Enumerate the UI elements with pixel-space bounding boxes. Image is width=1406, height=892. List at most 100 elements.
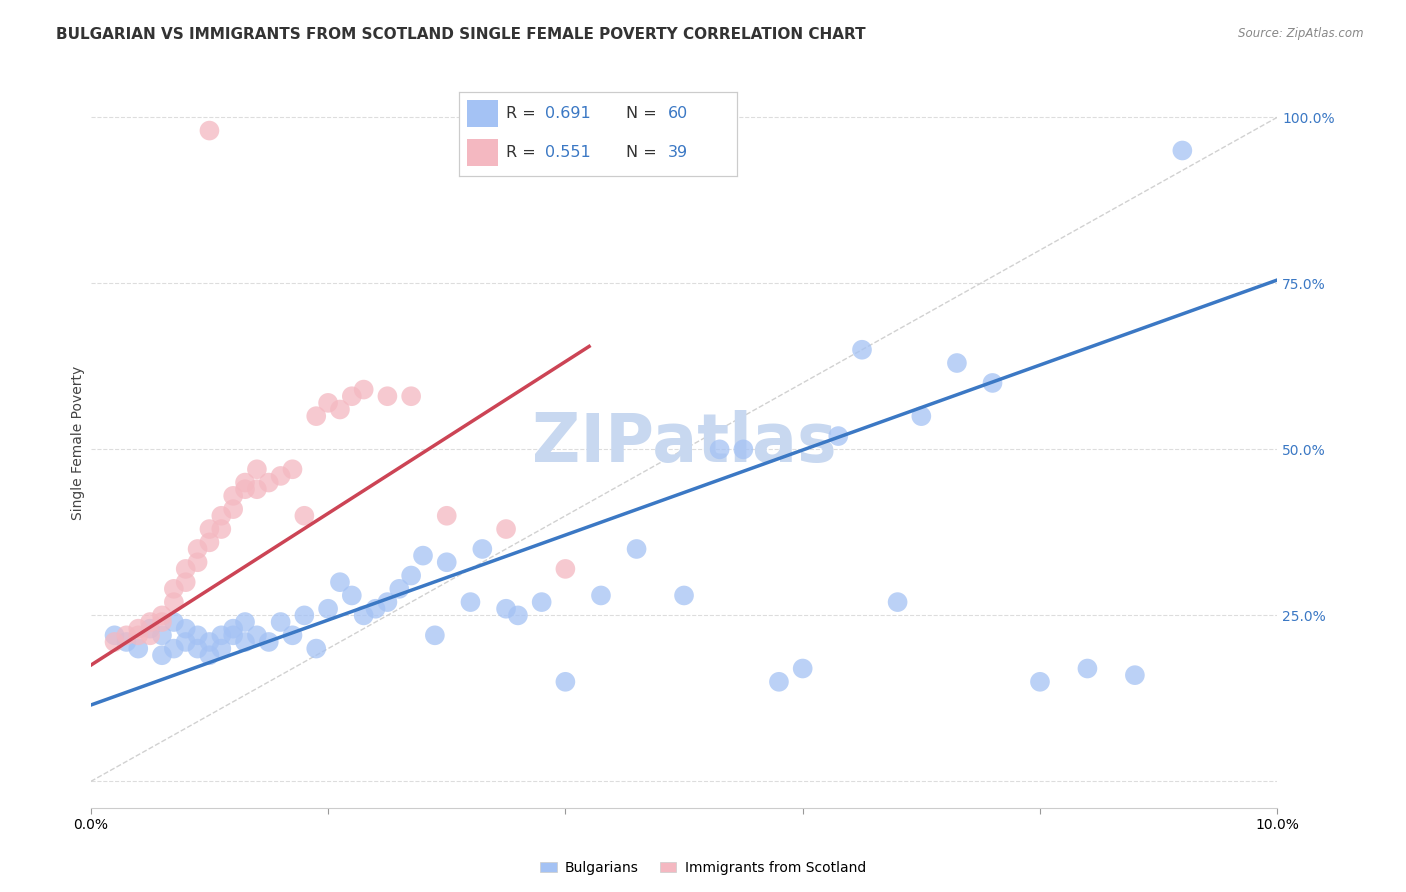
Point — [127, 628, 149, 642]
Point — [506, 608, 529, 623]
Point — [305, 641, 328, 656]
Point — [233, 635, 256, 649]
Point — [187, 541, 209, 556]
Point — [163, 615, 186, 629]
Point — [115, 628, 138, 642]
Point — [233, 482, 256, 496]
Point — [209, 508, 232, 523]
Point — [364, 601, 387, 615]
Point — [554, 674, 576, 689]
Point — [103, 628, 125, 642]
Point — [270, 615, 292, 629]
Point — [257, 475, 280, 490]
Point — [981, 376, 1004, 390]
Point — [329, 575, 352, 590]
Point — [198, 648, 221, 663]
Point — [377, 389, 399, 403]
Point — [399, 389, 422, 403]
Text: Source: ZipAtlas.com: Source: ZipAtlas.com — [1239, 27, 1364, 40]
Point — [127, 641, 149, 656]
Point — [281, 628, 304, 642]
Point — [187, 628, 209, 642]
Point — [187, 641, 209, 656]
Point — [827, 429, 849, 443]
Point — [709, 442, 731, 457]
Point — [340, 589, 363, 603]
Point — [163, 582, 186, 596]
Point — [1123, 668, 1146, 682]
Point — [198, 522, 221, 536]
Point — [233, 615, 256, 629]
Text: ZIPatlas: ZIPatlas — [531, 409, 837, 475]
Point — [471, 541, 494, 556]
Point — [222, 628, 245, 642]
Point — [174, 575, 197, 590]
Point — [222, 489, 245, 503]
Point — [150, 648, 173, 663]
Point — [115, 635, 138, 649]
Point — [388, 582, 411, 596]
Y-axis label: Single Female Poverty: Single Female Poverty — [72, 366, 86, 520]
Point — [246, 482, 269, 496]
Point — [150, 615, 173, 629]
Point — [495, 601, 517, 615]
Point — [436, 555, 458, 569]
Legend: Bulgarians, Immigrants from Scotland: Bulgarians, Immigrants from Scotland — [534, 855, 872, 880]
Point — [163, 595, 186, 609]
Point — [257, 635, 280, 649]
Point — [673, 589, 696, 603]
Point — [187, 555, 209, 569]
Point — [174, 622, 197, 636]
Point — [150, 628, 173, 642]
Point — [292, 508, 315, 523]
Point — [1076, 661, 1098, 675]
Point — [733, 442, 755, 457]
Point — [209, 522, 232, 536]
Point — [768, 674, 790, 689]
Point — [139, 615, 162, 629]
Point — [174, 562, 197, 576]
Point — [851, 343, 873, 357]
Text: BULGARIAN VS IMMIGRANTS FROM SCOTLAND SINGLE FEMALE POVERTY CORRELATION CHART: BULGARIAN VS IMMIGRANTS FROM SCOTLAND SI… — [56, 27, 866, 42]
Point — [127, 622, 149, 636]
Point — [316, 396, 339, 410]
Point — [246, 462, 269, 476]
Point — [353, 608, 375, 623]
Point — [316, 601, 339, 615]
Point — [377, 595, 399, 609]
Point — [222, 622, 245, 636]
Point — [460, 595, 482, 609]
Point — [270, 469, 292, 483]
Point — [305, 409, 328, 424]
Point — [626, 541, 648, 556]
Point — [163, 641, 186, 656]
Point — [174, 635, 197, 649]
Point — [1029, 674, 1052, 689]
Point — [946, 356, 969, 370]
Point — [530, 595, 553, 609]
Point — [103, 635, 125, 649]
Point — [792, 661, 814, 675]
Point — [198, 535, 221, 549]
Point — [329, 402, 352, 417]
Point — [886, 595, 908, 609]
Point — [399, 568, 422, 582]
Point — [554, 562, 576, 576]
Point — [139, 622, 162, 636]
Point — [198, 635, 221, 649]
Point — [246, 628, 269, 642]
Point — [281, 462, 304, 476]
Point — [209, 628, 232, 642]
Point — [292, 608, 315, 623]
Point — [1171, 144, 1194, 158]
Point — [150, 608, 173, 623]
Point — [589, 589, 612, 603]
Point — [412, 549, 434, 563]
Point — [436, 508, 458, 523]
Point — [423, 628, 446, 642]
Point — [495, 522, 517, 536]
Point — [198, 123, 221, 137]
Point — [340, 389, 363, 403]
Point — [353, 383, 375, 397]
Point — [910, 409, 932, 424]
